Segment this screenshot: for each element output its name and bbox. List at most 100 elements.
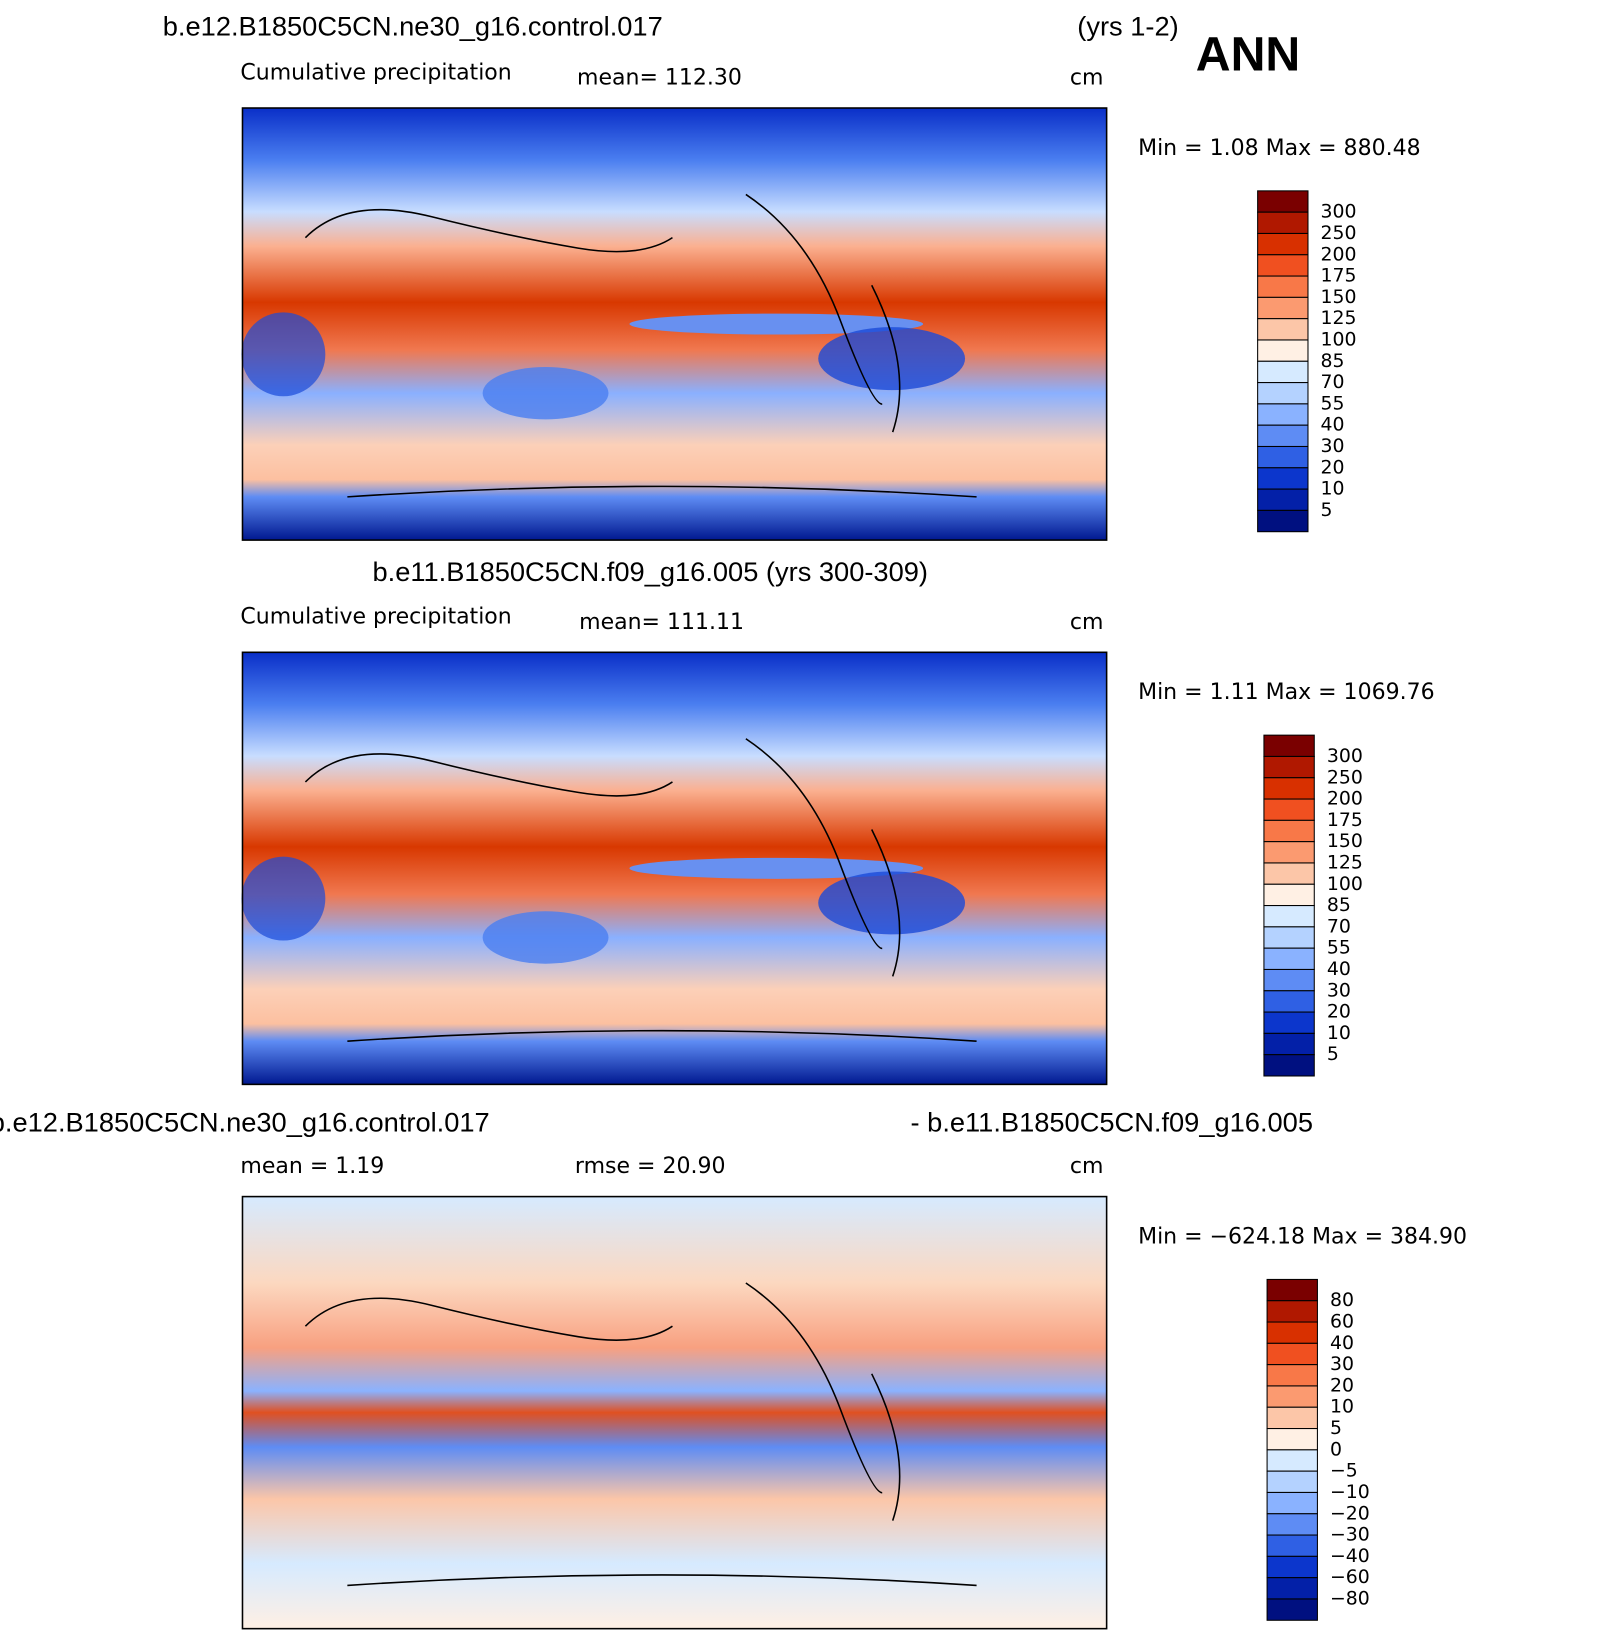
stat: mean= 111.11 — [579, 610, 744, 635]
colorbar-label: 20 — [1330, 1374, 1354, 1396]
season-label: ANN — [1196, 27, 1301, 81]
colorbar-box — [1257, 296, 1309, 320]
colorbar-label: 250 — [1327, 766, 1363, 788]
colorbar-label: −60 — [1330, 1566, 1370, 1588]
colorbar-box — [1257, 211, 1309, 234]
colorbar-box — [1266, 1428, 1318, 1451]
colorbar-box — [1266, 1449, 1318, 1472]
colorbar-label: 55 — [1327, 937, 1351, 959]
colorbar-box — [1263, 734, 1315, 757]
colorbar-box — [1263, 926, 1315, 949]
colorbar-label: 250 — [1321, 222, 1357, 244]
colorbar-box — [1257, 424, 1309, 448]
colorbar-label: 40 — [1327, 958, 1351, 980]
colorbar-label: 5 — [1330, 1417, 1342, 1439]
colorbar-box — [1266, 1300, 1318, 1323]
coastline — [304, 193, 977, 498]
colorbar-label: 150 — [1327, 830, 1363, 852]
dry-zone — [241, 856, 326, 941]
colorbar-label: 40 — [1321, 414, 1345, 436]
map-field — [242, 1196, 1107, 1629]
colorbar-box — [1257, 488, 1309, 511]
map-frame — [241, 1195, 1108, 1630]
map-frame — [241, 651, 1108, 1086]
colorbar-box — [1257, 360, 1309, 384]
colorbar-label: −20 — [1330, 1502, 1370, 1524]
panel-title: b.e12.B1850C5CN.ne30_g16.control.017 — [0, 1106, 490, 1137]
colorbar-label: 70 — [1327, 915, 1351, 937]
colorbar-box — [1263, 841, 1315, 864]
panel-title-right: (yrs 1-2) — [1077, 11, 1178, 42]
map-frame — [241, 107, 1108, 541]
colorbar-box — [1263, 755, 1315, 779]
dry-zone — [241, 312, 326, 397]
dry-zone — [482, 366, 609, 420]
colorbar-box — [1266, 1555, 1318, 1579]
colorbar-box — [1266, 1278, 1318, 1302]
min-max: Min = 1.11 Max = 1069.76 — [1138, 680, 1435, 705]
colorbar-box — [1263, 798, 1315, 821]
colorbar-label: −5 — [1330, 1460, 1358, 1482]
colorbar-box — [1257, 318, 1309, 341]
colorbar-box — [1266, 1534, 1318, 1557]
panel-title: b.e12.B1850C5CN.ne30_g16.control.017 — [163, 11, 663, 42]
colorbar-box — [1257, 339, 1309, 362]
dry-zone — [482, 911, 609, 964]
colorbar-box — [1266, 1321, 1318, 1344]
colorbar-label: 70 — [1321, 371, 1345, 393]
stat: mean= 112.30 — [577, 66, 742, 91]
colorbar-box — [1263, 905, 1315, 928]
colorbar-box — [1263, 947, 1315, 970]
colorbar-label: 10 — [1321, 478, 1345, 500]
colorbar-label: 125 — [1321, 307, 1357, 329]
colorbar-label: −40 — [1330, 1545, 1370, 1567]
colorbar-label: 40 — [1330, 1332, 1354, 1354]
dry-zone — [818, 327, 966, 391]
colorbar-box — [1266, 1406, 1318, 1430]
colorbar-label: 10 — [1330, 1396, 1354, 1418]
colorbar-box — [1263, 968, 1315, 992]
colorbar-box — [1266, 1577, 1318, 1600]
colorbar-box — [1263, 1032, 1315, 1056]
cold-tongue — [629, 313, 924, 335]
colorbar-label: 100 — [1327, 873, 1363, 895]
units: cm — [1070, 66, 1104, 91]
units: cm — [1070, 610, 1104, 635]
subtitle: Cumulative precipitation — [240, 60, 511, 85]
colorbar-box — [1266, 1364, 1318, 1387]
colorbar-box — [1257, 190, 1309, 213]
coastline — [304, 1282, 977, 1587]
colorbar-box — [1263, 883, 1315, 907]
colorbar-box — [1266, 1491, 1318, 1515]
units: cm — [1070, 1154, 1104, 1179]
colorbar-label: 55 — [1321, 392, 1345, 414]
colorbar-box — [1266, 1598, 1318, 1621]
colorbar-label: 175 — [1327, 809, 1363, 831]
colorbar-label: −30 — [1330, 1524, 1370, 1546]
colorbar-label: −10 — [1330, 1481, 1370, 1503]
colorbar-box — [1257, 467, 1309, 490]
stat: rmse = 20.90 — [575, 1154, 726, 1179]
colorbar-box — [1263, 1011, 1315, 1034]
colorbar-label: −80 — [1330, 1587, 1370, 1609]
stat: mean = 1.19 — [240, 1154, 384, 1179]
colorbar-label: 125 — [1327, 851, 1363, 873]
min-max: Min = 1.08 Max = 880.48 — [1138, 136, 1421, 161]
colorbar-label: 85 — [1327, 894, 1351, 916]
colorbar-box — [1263, 862, 1315, 885]
colorbar-label: 175 — [1321, 265, 1357, 287]
cold-tongue — [629, 857, 924, 879]
colorbar-label: 300 — [1327, 745, 1363, 767]
colorbar-label: 300 — [1321, 201, 1357, 223]
colorbar-box — [1257, 382, 1309, 405]
panel-title: b.e11.B1850C5CN.f09_g16.005 (yrs 300-309… — [373, 556, 928, 587]
panel-title-right: - b.e11.B1850C5CN.f09_g16.005 — [911, 1106, 1313, 1137]
coastline — [304, 738, 977, 1042]
colorbar-label: 80 — [1330, 1289, 1354, 1311]
dry-zone — [818, 871, 966, 935]
colorbar-box — [1266, 1342, 1318, 1366]
colorbar-label: 85 — [1321, 350, 1345, 372]
colorbar-box — [1263, 1054, 1315, 1077]
colorbar-label: 5 — [1321, 499, 1333, 521]
